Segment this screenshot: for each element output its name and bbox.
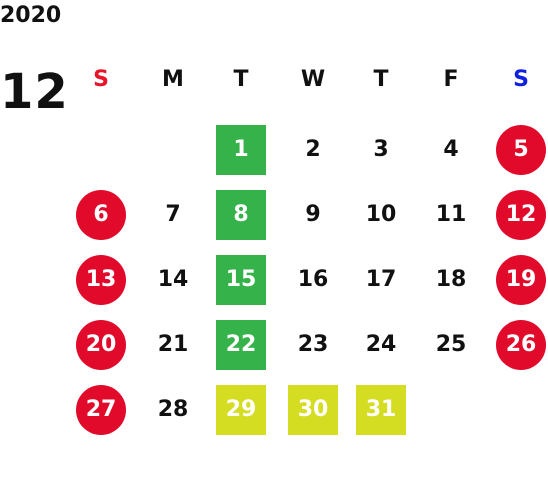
- day-number: 30: [297, 397, 329, 422]
- day-cell-12[interactable]: 12: [491, 190, 548, 240]
- day-cell-2[interactable]: 2: [283, 125, 343, 175]
- day-number: 18: [435, 267, 467, 292]
- day-number: 8: [233, 202, 249, 227]
- day-number: 20: [85, 332, 117, 357]
- day-number: 15: [225, 267, 257, 292]
- day-number: 1: [233, 137, 249, 162]
- day-number: 5: [513, 137, 529, 162]
- weekday-tuesday: T: [233, 67, 249, 92]
- day-cell-14[interactable]: 14: [143, 255, 203, 305]
- day-cell-9[interactable]: 9: [283, 190, 343, 240]
- day-number: 4: [443, 137, 459, 162]
- calendar-month: 12: [0, 64, 69, 120]
- holiday-circle: 5: [496, 125, 546, 175]
- weekday-monday: M: [162, 67, 184, 92]
- day-number: 12: [505, 202, 537, 227]
- highlight-green-square: 1: [216, 125, 266, 175]
- holiday-circle: 13: [76, 255, 126, 305]
- day-cell-28[interactable]: 28: [143, 385, 203, 435]
- day-number: 29: [225, 397, 257, 422]
- day-cell-1[interactable]: 1: [211, 125, 271, 175]
- weekday-wednesday: W: [300, 67, 326, 92]
- holiday-circle: 26: [496, 320, 546, 370]
- day-cell-20[interactable]: 20: [71, 320, 131, 370]
- day-number: 14: [157, 267, 189, 292]
- day-cell-29[interactable]: 29: [211, 385, 271, 435]
- day-cell-3[interactable]: 3: [351, 125, 411, 175]
- day-cell-23[interactable]: 23: [283, 320, 343, 370]
- day-number: 19: [505, 267, 537, 292]
- highlight-yellow-square: 31: [356, 385, 406, 435]
- day-cell-10[interactable]: 10: [351, 190, 411, 240]
- day-cell-8[interactable]: 8: [211, 190, 271, 240]
- day-cell-7[interactable]: 7: [143, 190, 203, 240]
- highlight-yellow-square: 30: [288, 385, 338, 435]
- highlight-green-square: 8: [216, 190, 266, 240]
- day-cell-24[interactable]: 24: [351, 320, 411, 370]
- day-cell-22[interactable]: 22: [211, 320, 271, 370]
- day-number: 2: [305, 137, 321, 162]
- weekday-saturday: S: [513, 67, 529, 92]
- day-number: 22: [225, 332, 257, 357]
- holiday-circle: 27: [76, 385, 126, 435]
- day-cell-19[interactable]: 19: [491, 255, 548, 305]
- weekday-sunday: S: [93, 67, 109, 92]
- day-number: 27: [85, 397, 117, 422]
- day-number: 28: [157, 397, 189, 422]
- day-cell-18[interactable]: 18: [421, 255, 481, 305]
- day-cell-4[interactable]: 4: [421, 125, 481, 175]
- day-number: 10: [365, 202, 397, 227]
- day-cell-21[interactable]: 21: [143, 320, 203, 370]
- highlight-green-square: 15: [216, 255, 266, 305]
- day-cell-27[interactable]: 27: [71, 385, 131, 435]
- holiday-circle: 6: [76, 190, 126, 240]
- holiday-circle: 19: [496, 255, 546, 305]
- day-number: 16: [297, 267, 329, 292]
- day-cell-11[interactable]: 11: [421, 190, 481, 240]
- highlight-green-square: 22: [216, 320, 266, 370]
- weekday-thursday: T: [373, 67, 389, 92]
- day-cell-15[interactable]: 15: [211, 255, 271, 305]
- day-number: 25: [435, 332, 467, 357]
- day-number: 6: [93, 202, 109, 227]
- day-number: 24: [365, 332, 397, 357]
- day-cell-26[interactable]: 26: [491, 320, 548, 370]
- day-cell-31[interactable]: 31: [351, 385, 411, 435]
- day-cell-30[interactable]: 30: [283, 385, 343, 435]
- day-number: 3: [373, 137, 389, 162]
- day-number: 23: [297, 332, 329, 357]
- calendar-year: 2020: [0, 3, 62, 28]
- weekday-friday: F: [443, 67, 459, 92]
- day-number: 21: [157, 332, 189, 357]
- day-number: 31: [365, 397, 397, 422]
- holiday-circle: 20: [76, 320, 126, 370]
- holiday-circle: 12: [496, 190, 546, 240]
- day-cell-13[interactable]: 13: [71, 255, 131, 305]
- day-number: 26: [505, 332, 537, 357]
- highlight-yellow-square: 29: [216, 385, 266, 435]
- day-number: 11: [435, 202, 467, 227]
- day-number: 13: [85, 267, 117, 292]
- day-cell-16[interactable]: 16: [283, 255, 343, 305]
- day-cell-25[interactable]: 25: [421, 320, 481, 370]
- day-number: 9: [305, 202, 321, 227]
- day-cell-5[interactable]: 5: [491, 125, 548, 175]
- day-number: 17: [365, 267, 397, 292]
- day-cell-6[interactable]: 6: [71, 190, 131, 240]
- day-number: 7: [165, 202, 181, 227]
- day-cell-17[interactable]: 17: [351, 255, 411, 305]
